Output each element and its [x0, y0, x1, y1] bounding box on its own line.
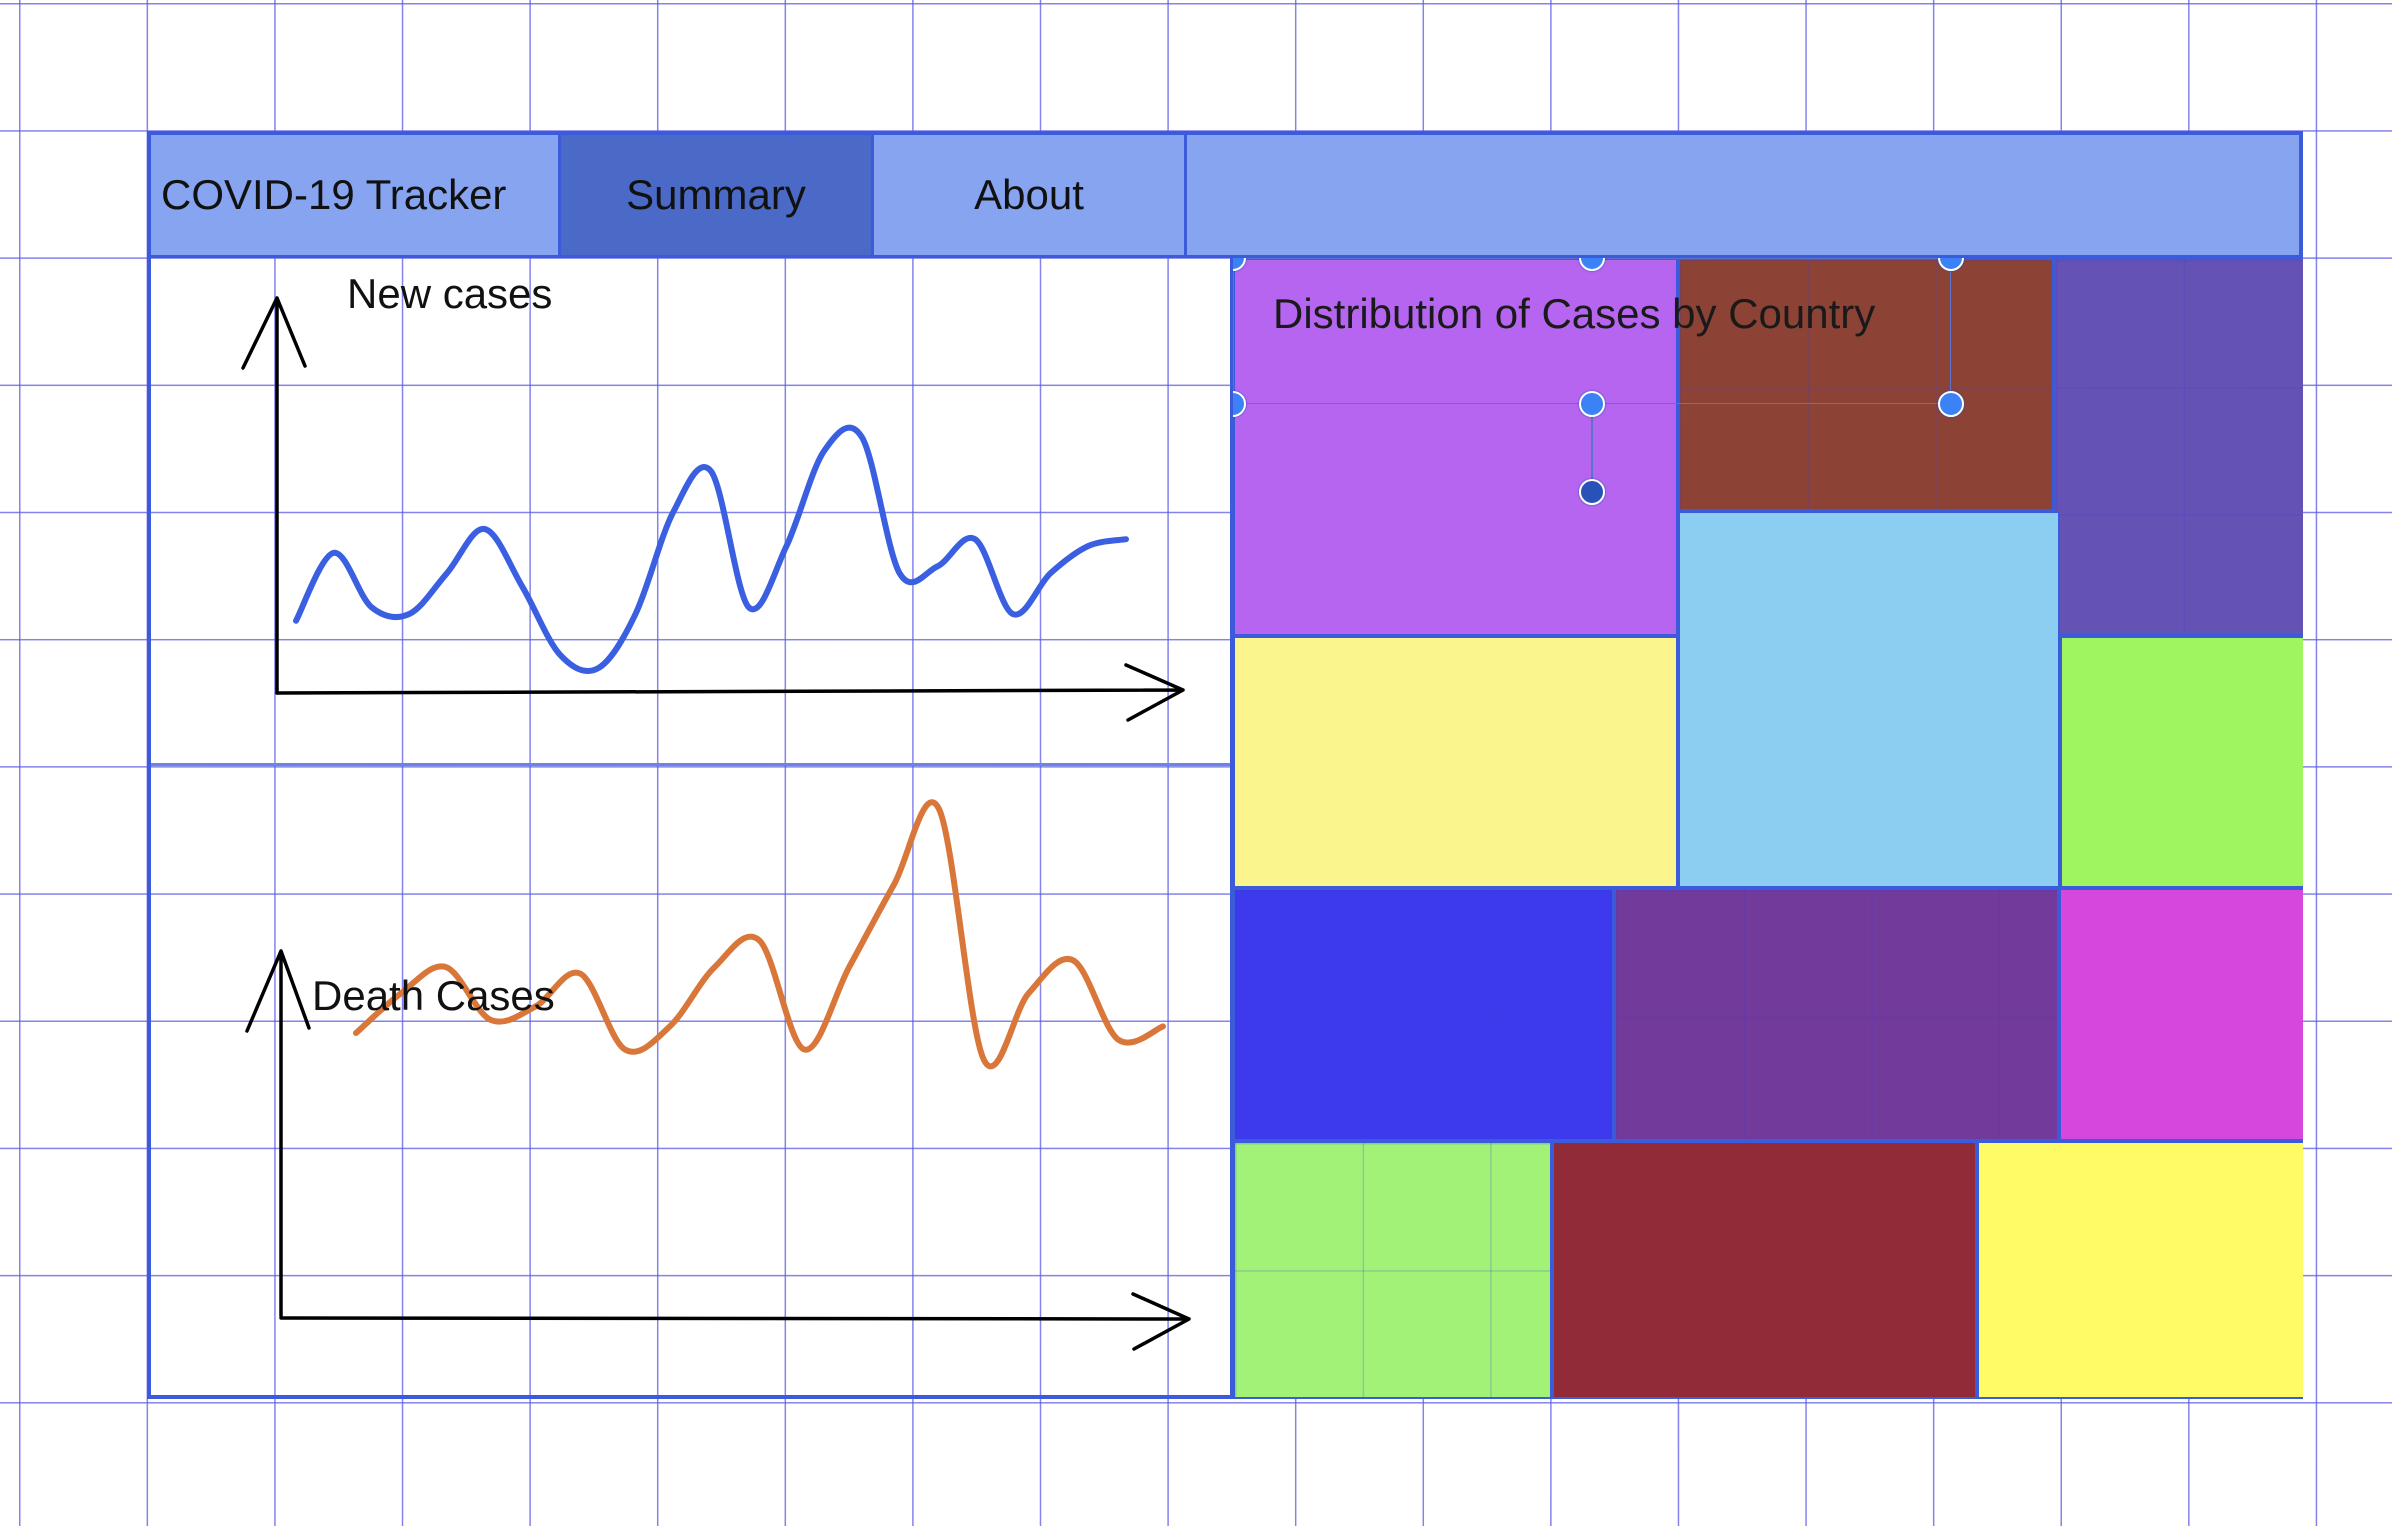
new-cases-title: New cases — [347, 270, 553, 317]
tab-summary[interactable]: Summary — [561, 135, 874, 255]
navbar: COVID-19 Tracker Summary About — [151, 135, 2299, 258]
y-axis — [241, 296, 307, 695]
treemap-tile[interactable] — [1233, 1141, 1552, 1399]
treemap-tile[interactable] — [1233, 636, 1678, 888]
treemap-tile[interactable] — [1552, 1141, 1977, 1399]
rotate-handle[interactable] — [1579, 479, 1605, 505]
x-axis — [279, 1292, 1191, 1351]
treemap-tile[interactable] — [1678, 258, 2054, 511]
tab-about[interactable]: About — [874, 135, 1187, 255]
app-brand: COVID-19 Tracker — [151, 135, 561, 255]
cases-by-country-treemap: Distribution of Cases by Country — [1230, 258, 2303, 1399]
new-cases-chart: New cases — [151, 258, 1234, 766]
death-cases-title: Death Cases — [312, 972, 555, 1019]
treemap-tile[interactable] — [1977, 1141, 2303, 1399]
resize-handle-bottom-right[interactable] — [1938, 391, 1964, 417]
app-window: COVID-19 Tracker Summary About New cases… — [147, 131, 2303, 1399]
rotate-connector — [1591, 404, 1593, 492]
y-axis — [245, 949, 311, 1318]
treemap-title: Distribution of Cases by Country — [1273, 290, 1876, 337]
resize-handle-bottom[interactable] — [1579, 391, 1605, 417]
new-cases-line — [293, 424, 1129, 675]
treemap-tile[interactable] — [1233, 888, 1614, 1141]
death-cases-chart-canvas — [245, 799, 1191, 1351]
death-cases-chart: Death Cases — [151, 766, 1234, 1395]
new-cases-chart-canvas — [241, 296, 1185, 722]
treemap-tile[interactable] — [1233, 258, 1678, 636]
treemap-tile[interactable] — [2059, 888, 2303, 1141]
treemap-tile[interactable] — [1614, 888, 2059, 1141]
treemap-tile[interactable] — [2060, 636, 2303, 888]
x-axis — [275, 663, 1185, 722]
death-cases-line — [353, 799, 1166, 1070]
treemap-tile[interactable] — [2054, 258, 2303, 636]
treemap-tile[interactable] — [1678, 511, 2060, 888]
